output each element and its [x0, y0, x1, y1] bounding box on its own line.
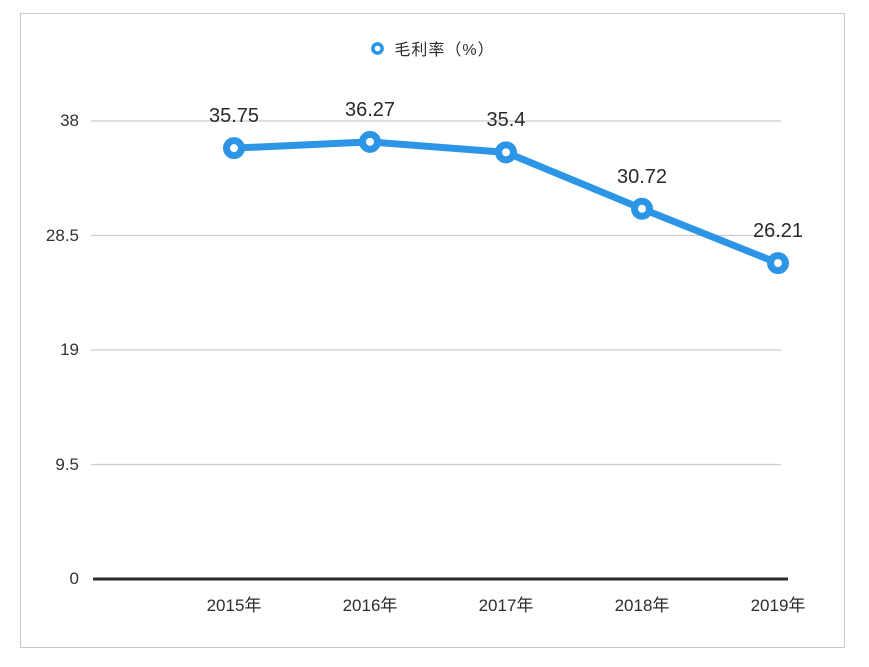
data-point-marker: [223, 137, 245, 160]
chart-frame: 毛利率（%） 38 28.5 19 9.5 0 2015年 2016年 2017年 2018年 2…: [20, 13, 845, 648]
x-category-label: 2019年: [750, 596, 806, 615]
data-point-label: 35.4: [486, 109, 526, 132]
data-point-marker: [359, 130, 381, 153]
data-point-label: 26.21: [752, 220, 804, 243]
y-tick-label: 19: [60, 340, 79, 359]
y-tick-label: 28.5: [45, 225, 79, 245]
plot-area: [91, 120, 789, 581]
data-point-label: 35.75: [208, 105, 260, 128]
data-point-label: 30.72: [616, 165, 668, 188]
data-point-marker: [495, 141, 517, 164]
x-category-label: 2018年: [614, 596, 670, 615]
y-tick-label: 0: [69, 569, 79, 588]
y-tick-label: 38: [60, 111, 79, 130]
y-tick-label: 9.5: [55, 454, 79, 474]
x-category-label: 2016年: [342, 596, 398, 615]
x-category-label: 2017年: [478, 596, 534, 615]
x-category-label: 2015年: [206, 596, 262, 615]
data-point-marker: [631, 197, 653, 220]
data-point-marker: [767, 252, 789, 275]
data-point-label: 36.27: [344, 98, 396, 121]
